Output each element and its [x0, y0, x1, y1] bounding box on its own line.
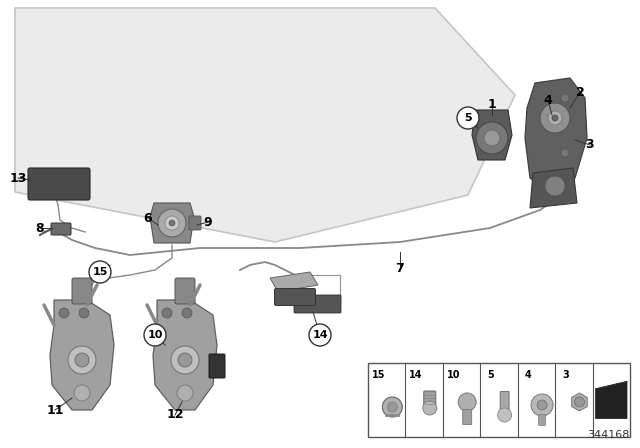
Text: 10: 10	[447, 370, 460, 380]
Polygon shape	[596, 382, 627, 418]
FancyBboxPatch shape	[51, 223, 71, 235]
Circle shape	[382, 397, 403, 417]
FancyBboxPatch shape	[463, 409, 472, 425]
Circle shape	[158, 209, 186, 237]
Polygon shape	[472, 110, 512, 160]
Text: 4: 4	[543, 94, 552, 107]
Circle shape	[575, 397, 584, 407]
Circle shape	[537, 400, 547, 410]
Text: 1: 1	[488, 99, 497, 112]
Text: 10: 10	[147, 330, 163, 340]
FancyBboxPatch shape	[28, 168, 90, 200]
Polygon shape	[530, 168, 577, 208]
Polygon shape	[270, 272, 318, 292]
Circle shape	[458, 393, 476, 411]
FancyBboxPatch shape	[294, 295, 341, 313]
FancyBboxPatch shape	[500, 392, 509, 413]
Text: 9: 9	[204, 215, 212, 228]
Text: 6: 6	[144, 211, 152, 224]
Circle shape	[552, 115, 558, 121]
Text: 13: 13	[10, 172, 27, 185]
Circle shape	[561, 149, 569, 157]
Circle shape	[171, 346, 199, 374]
Text: 3: 3	[586, 138, 595, 151]
FancyBboxPatch shape	[72, 278, 92, 304]
Text: 11: 11	[46, 404, 64, 417]
Circle shape	[531, 394, 553, 416]
Polygon shape	[153, 300, 217, 410]
Circle shape	[561, 94, 569, 102]
Circle shape	[169, 220, 175, 226]
Circle shape	[498, 408, 511, 422]
Text: 2: 2	[575, 86, 584, 99]
Circle shape	[165, 216, 179, 230]
Circle shape	[68, 346, 96, 374]
Circle shape	[178, 353, 192, 367]
Polygon shape	[50, 300, 114, 410]
Circle shape	[74, 385, 90, 401]
Text: 5: 5	[464, 113, 472, 123]
Circle shape	[484, 130, 500, 146]
Text: 8: 8	[36, 221, 44, 234]
Circle shape	[476, 122, 508, 154]
Circle shape	[548, 111, 562, 125]
Text: 12: 12	[166, 409, 184, 422]
Polygon shape	[15, 8, 515, 242]
Text: 3: 3	[563, 370, 569, 380]
Circle shape	[89, 261, 111, 283]
Circle shape	[75, 353, 89, 367]
Text: 14: 14	[312, 330, 328, 340]
Text: 14: 14	[409, 370, 422, 380]
Circle shape	[423, 401, 436, 415]
Text: 7: 7	[396, 262, 404, 275]
Text: 344168: 344168	[588, 430, 630, 440]
Text: 5: 5	[488, 370, 494, 380]
FancyBboxPatch shape	[175, 278, 195, 304]
Text: 15: 15	[92, 267, 108, 277]
FancyBboxPatch shape	[424, 391, 436, 405]
Circle shape	[540, 103, 570, 133]
Circle shape	[144, 324, 166, 346]
Text: 4: 4	[525, 370, 532, 380]
FancyBboxPatch shape	[275, 289, 316, 306]
Circle shape	[309, 324, 331, 346]
Circle shape	[59, 308, 69, 318]
Polygon shape	[525, 78, 587, 193]
Circle shape	[177, 385, 193, 401]
Circle shape	[79, 308, 89, 318]
FancyBboxPatch shape	[189, 216, 201, 230]
Circle shape	[162, 308, 172, 318]
Circle shape	[545, 176, 565, 196]
Circle shape	[387, 402, 397, 412]
Polygon shape	[572, 393, 588, 411]
Circle shape	[182, 308, 192, 318]
Circle shape	[457, 107, 479, 129]
Bar	[368, 363, 630, 437]
Text: 15: 15	[372, 370, 385, 380]
FancyBboxPatch shape	[209, 354, 225, 378]
FancyBboxPatch shape	[538, 414, 545, 426]
Polygon shape	[150, 203, 194, 243]
